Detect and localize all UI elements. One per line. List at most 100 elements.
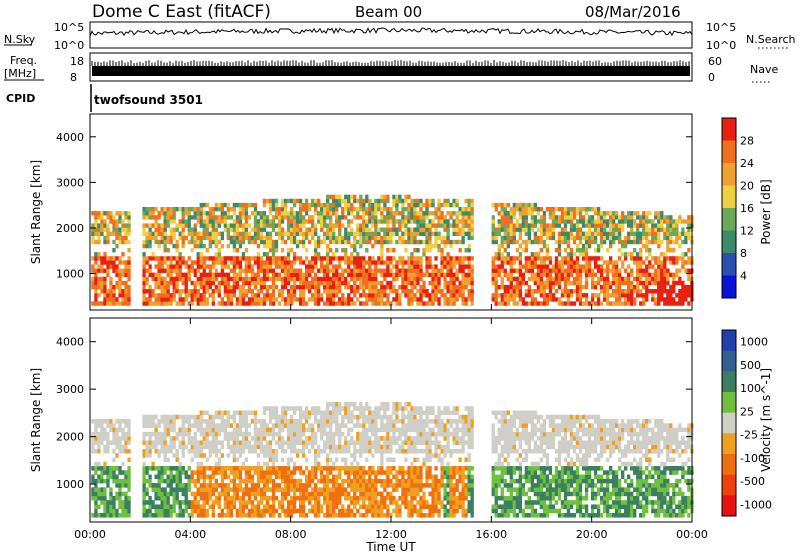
- velocity-cell: [344, 491, 348, 497]
- power-cell: [428, 301, 432, 306]
- power-cell: [663, 215, 667, 220]
- power-cell: [166, 280, 170, 286]
- power-cell: [232, 248, 237, 253]
- velocity-cell: [310, 504, 315, 510]
- velocity-cell: [232, 457, 237, 463]
- power-cell: [539, 248, 544, 253]
- power-cell: [431, 231, 435, 237]
- power-cell: [202, 227, 206, 232]
- power-cell: [654, 301, 658, 306]
- power-cell: [289, 284, 294, 290]
- power-cell: [338, 272, 342, 278]
- velocity-cell: [335, 410, 339, 416]
- power-cell: [687, 289, 691, 294]
- power-cell: [581, 293, 586, 298]
- velocity-cell: [181, 470, 185, 475]
- velocity-cell: [241, 448, 246, 454]
- power-cell: [386, 239, 390, 245]
- velocity-cell: [175, 414, 179, 420]
- velocity-cell: [103, 478, 107, 484]
- power-cell: [503, 219, 507, 224]
- power-cell: [648, 276, 652, 282]
- power-cell: [292, 280, 297, 286]
- power-cell: [636, 252, 640, 257]
- power-cell: [563, 284, 568, 290]
- power-cell: [389, 284, 393, 290]
- power-cell: [627, 280, 631, 286]
- power-cell: [539, 260, 544, 265]
- power-cell: [425, 202, 429, 208]
- velocity-cell: [151, 461, 155, 467]
- power-cell: [437, 211, 441, 216]
- power-cell: [425, 264, 429, 269]
- velocity-cell: [295, 423, 300, 428]
- power-cell: [630, 223, 634, 228]
- power-cell: [449, 202, 453, 208]
- power-cell: [624, 215, 628, 220]
- velocity-cell: [289, 414, 294, 420]
- power-cell: [530, 202, 535, 208]
- power-cell: [112, 297, 116, 302]
- power-cell: [627, 219, 631, 224]
- velocity-cell: [313, 470, 318, 475]
- power-cell: [618, 223, 622, 228]
- power-cell: [292, 272, 297, 278]
- velocity-cell: [253, 487, 258, 492]
- power-cell: [338, 231, 342, 237]
- power-cell: [97, 235, 101, 241]
- power-cell: [605, 301, 610, 306]
- power-cell: [684, 268, 688, 273]
- power-cell: [506, 223, 510, 228]
- power-cell: [175, 206, 179, 212]
- power-cell: [277, 206, 282, 212]
- power-cell: [410, 206, 414, 212]
- power-cell: [193, 211, 197, 216]
- power-cell: [491, 239, 495, 245]
- velocity-cell: [274, 419, 279, 424]
- power-cell: [253, 206, 258, 212]
- power-cell: [539, 223, 544, 228]
- power-cell: [380, 252, 384, 257]
- velocity-cell: [292, 487, 297, 492]
- power-cell: [338, 301, 342, 306]
- power-cell: [455, 276, 459, 282]
- velocity-cell: [292, 406, 297, 411]
- power-cell: [681, 289, 685, 294]
- velocity-cell: [326, 401, 330, 407]
- power-cell: [500, 239, 504, 245]
- power-cell: [362, 227, 366, 232]
- power-cell: [407, 293, 411, 298]
- power-cell: [404, 215, 408, 220]
- velocity-cell: [289, 431, 294, 437]
- power-cell: [527, 231, 532, 237]
- power-cell: [103, 211, 107, 216]
- velocity-cell: [142, 436, 146, 441]
- velocity-cell: [250, 474, 255, 480]
- power-cell: [214, 272, 218, 278]
- power-cell: [446, 301, 450, 306]
- velocity-cell: [127, 431, 131, 437]
- power-cell: [368, 272, 372, 278]
- power-cell: [539, 215, 544, 220]
- power-cell: [124, 289, 128, 294]
- power-cell: [434, 223, 438, 228]
- power-cell: [371, 268, 375, 273]
- power-cell: [461, 301, 465, 306]
- velocity-cell: [268, 470, 273, 475]
- velocity-cell: [347, 483, 351, 488]
- velocity-cell: [205, 500, 209, 505]
- power-cell: [672, 227, 676, 232]
- power-cell: [271, 268, 276, 273]
- velocity-cell: [166, 504, 170, 510]
- power-cell: [383, 206, 387, 212]
- power-cell: [446, 284, 450, 290]
- power-cell: [392, 276, 396, 282]
- velocity-cell: [274, 483, 279, 488]
- velocity-cell: [121, 431, 125, 437]
- velocity-cell: [229, 423, 234, 428]
- velocity-cell: [214, 431, 218, 437]
- velocity-cell: [301, 427, 306, 433]
- power-cell: [217, 231, 221, 237]
- power-cell: [286, 272, 291, 278]
